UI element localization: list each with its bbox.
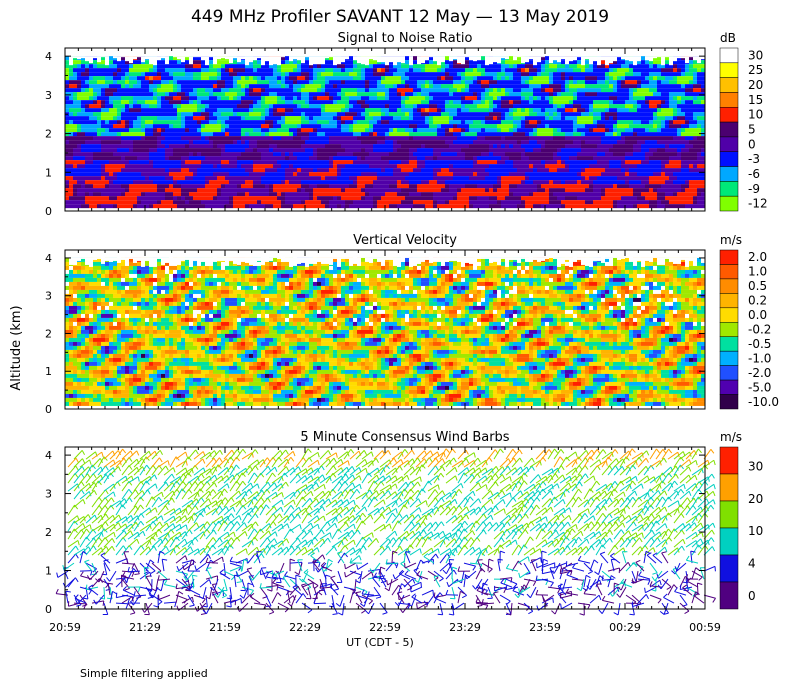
y-tick-label: 2 bbox=[45, 128, 52, 141]
y-tick-label: 3 bbox=[45, 488, 52, 501]
x-tick-label: 20:59 bbox=[49, 621, 81, 634]
colorbar-label: -10.0 bbox=[748, 395, 779, 409]
colorbar-label: 20 bbox=[748, 492, 763, 506]
panel-title: 5 Minute Consensus Wind Barbs bbox=[300, 430, 509, 445]
y-tick-label: 3 bbox=[45, 290, 52, 303]
panel-1: Signal to Noise Ratio01234dB302520151050… bbox=[45, 31, 768, 218]
colorbar-label: 1.0 bbox=[748, 265, 767, 279]
y-tick-label: 2 bbox=[45, 327, 52, 340]
colorbar-label: 0.2 bbox=[748, 294, 767, 308]
colorbar-label: -9 bbox=[748, 182, 760, 196]
colorbar-unit: dB bbox=[720, 31, 736, 45]
colorbar-label: 0 bbox=[748, 589, 756, 603]
x-tick-label: 23:59 bbox=[529, 621, 561, 634]
colorbar-label: 30 bbox=[748, 459, 763, 473]
colorbar-unit: m/s bbox=[720, 430, 742, 444]
y-tick-label: 0 bbox=[45, 205, 52, 218]
y-tick-label: 1 bbox=[45, 565, 52, 578]
y-axis-label: Altitude (km) bbox=[9, 305, 24, 390]
y-tick-label: 0 bbox=[45, 403, 52, 416]
panel-field bbox=[65, 257, 705, 406]
colorbar-label: 25 bbox=[748, 63, 763, 77]
panel-title: Vertical Velocity bbox=[353, 233, 457, 248]
y-tick-label: 4 bbox=[45, 449, 52, 462]
panel-field bbox=[65, 56, 705, 209]
y-tick-label: 4 bbox=[45, 252, 52, 265]
x-tick-label: 00:29 bbox=[609, 621, 641, 634]
colorbar-label: 10 bbox=[748, 108, 763, 122]
colorbar: m/s 2.01.00.50.20.0-0.2-0.5-1.0-2.0-5.0-1… bbox=[719, 233, 779, 410]
x-tick-label: 22:59 bbox=[369, 621, 401, 634]
colorbar-label: -1.0 bbox=[748, 351, 771, 365]
y-tick-label: 1 bbox=[45, 365, 52, 378]
y-tick-label: 4 bbox=[45, 50, 52, 63]
colorbar-label: 0.0 bbox=[748, 308, 767, 322]
panel-2: Vertical Velocity 0 1 2 3 4 m/s 2.01.00.50.20.0… bbox=[45, 233, 779, 416]
filtering-note: Simple filtering applied bbox=[80, 667, 208, 680]
colorbar-label: -6 bbox=[748, 167, 760, 181]
panel-3: 5 Minute Consensus Wind Barbs 0 1 2 3 4 m/s 30 2… bbox=[45, 430, 763, 616]
colorbar-label: -5.0 bbox=[748, 380, 771, 394]
y-tick-label: 3 bbox=[45, 89, 52, 102]
colorbar-label: -0.5 bbox=[748, 337, 771, 351]
y-tick-label: 1 bbox=[45, 166, 52, 179]
panel-field bbox=[55, 448, 716, 616]
y-tick-label: 2 bbox=[45, 526, 52, 539]
x-tick-label: 21:59 bbox=[209, 621, 241, 634]
x-tick-label: 21:29 bbox=[129, 621, 161, 634]
colorbar-unit: m/s bbox=[720, 233, 742, 247]
colorbar-label: 4 bbox=[748, 557, 756, 571]
x-tick-label: 23:29 bbox=[449, 621, 481, 634]
colorbar-label: -12 bbox=[748, 197, 768, 211]
colorbar-label: -0.2 bbox=[748, 323, 771, 337]
figure-title: 449 MHz Profiler SAVANT 12 May — 13 May … bbox=[191, 7, 609, 27]
panel-title: Signal to Noise Ratio bbox=[338, 31, 473, 46]
x-axis-label: UT (CDT - 5) bbox=[346, 636, 414, 649]
colorbar-label: -2.0 bbox=[748, 366, 771, 380]
y-tick-label: 0 bbox=[45, 603, 52, 616]
colorbar-label: 5 bbox=[748, 123, 756, 137]
colorbar-label: 0 bbox=[748, 137, 756, 151]
colorbar-label: 10 bbox=[748, 524, 763, 538]
colorbar-label: 15 bbox=[748, 93, 763, 107]
x-tick-label: 22:29 bbox=[289, 621, 321, 634]
colorbar-label: 30 bbox=[748, 48, 763, 62]
colorbar-label: 2.0 bbox=[748, 250, 767, 264]
x-tick-label: 00:59 bbox=[689, 621, 721, 634]
colorbar: m/s 30 20 10 4 0 bbox=[719, 430, 763, 610]
colorbar-label: 20 bbox=[748, 78, 763, 92]
colorbar-label: 0.5 bbox=[748, 279, 767, 293]
colorbar-label: -3 bbox=[748, 152, 760, 166]
